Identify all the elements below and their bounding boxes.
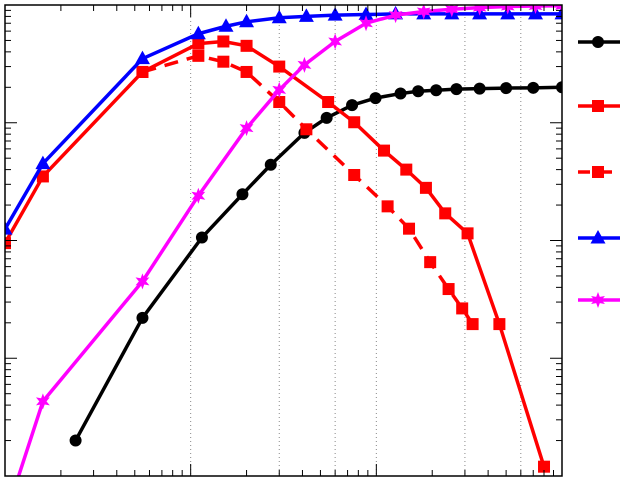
series-2-line	[5, 39, 546, 468]
series-2-point	[378, 144, 391, 157]
series-3-point	[456, 302, 469, 315]
series-2	[5, 35, 551, 473]
series-1-point	[500, 82, 513, 95]
series-4-point	[327, 7, 343, 21]
series-4-point	[271, 9, 287, 24]
series-3-point	[424, 256, 437, 269]
legend-marker-1	[592, 36, 604, 48]
series-3-point	[136, 65, 149, 78]
series-2-point	[419, 181, 432, 194]
series-4-point	[239, 13, 255, 28]
series-2-point	[217, 35, 230, 48]
series-5-point	[191, 187, 206, 204]
series-2-point	[348, 116, 361, 129]
series-1-point	[195, 231, 208, 244]
series-4-point	[218, 18, 234, 32]
series-5-point	[472, 5, 487, 16]
series-2-point	[273, 60, 286, 73]
series-3-point	[403, 222, 416, 235]
series-3-point	[348, 168, 361, 181]
series-5-point	[528, 5, 543, 15]
series-4	[5, 5, 562, 235]
series-3	[136, 49, 479, 331]
series-5-point	[388, 7, 403, 24]
series-4-point	[298, 8, 314, 22]
series-2-point	[322, 96, 335, 109]
series-1-point	[136, 311, 149, 324]
series-2-point	[439, 207, 452, 220]
axes-box	[4, 4, 563, 477]
series-5-point	[328, 33, 343, 50]
series-2-point	[461, 227, 474, 240]
series-4-point	[190, 25, 206, 40]
series-1-point	[69, 434, 82, 447]
legend-marker-4	[590, 230, 606, 244]
series-5-point	[239, 120, 254, 137]
series-5-point	[555, 5, 562, 14]
series-3-point	[192, 49, 205, 62]
series-3-point	[217, 55, 230, 68]
legend-marker-2	[592, 100, 604, 112]
series-5-point	[135, 273, 150, 290]
series-5-point	[416, 5, 431, 20]
series-3-point	[300, 123, 313, 136]
series-2-point	[240, 39, 253, 52]
series-1-point	[236, 188, 249, 201]
series-2-point	[192, 37, 205, 50]
series-1-point	[450, 83, 463, 96]
legend	[578, 36, 620, 308]
series-layer	[5, 5, 562, 476]
series-1-point	[527, 81, 540, 94]
series-5-point	[500, 5, 515, 15]
series-5-point	[444, 5, 459, 18]
series-1-point	[346, 99, 359, 112]
series-3-point	[240, 65, 253, 78]
series-4-point	[358, 6, 374, 21]
series-3-point	[273, 96, 286, 109]
series-3-point	[381, 200, 394, 213]
series-5-point	[297, 56, 312, 73]
series-5-point	[272, 81, 287, 98]
series-2-point	[400, 163, 413, 176]
series-2-point	[538, 460, 551, 473]
series-5	[16, 5, 562, 476]
series-3-point	[466, 318, 479, 331]
plot-frame	[4, 4, 563, 477]
series-5-point	[35, 393, 50, 410]
series-1-point	[394, 87, 407, 100]
series-1-point	[430, 84, 443, 97]
series-3-point	[442, 283, 455, 296]
series-4-point	[5, 221, 13, 235]
series-1-point	[412, 85, 425, 98]
series-4-point	[134, 50, 150, 65]
legend-marker-3	[592, 166, 604, 178]
series-2-point	[36, 170, 49, 183]
series-1	[69, 81, 562, 447]
series-1-point	[264, 158, 277, 171]
series-1-point	[320, 111, 333, 124]
legend-marker-5	[591, 292, 605, 308]
series-2-point	[5, 237, 11, 250]
series-2-point	[493, 318, 506, 331]
series-4-line	[5, 12, 562, 230]
series-5-line	[16, 5, 562, 476]
series-1-point	[369, 92, 382, 105]
series-4-point	[35, 155, 51, 170]
series-1-point	[473, 82, 486, 95]
series-5-point	[359, 15, 373, 32]
